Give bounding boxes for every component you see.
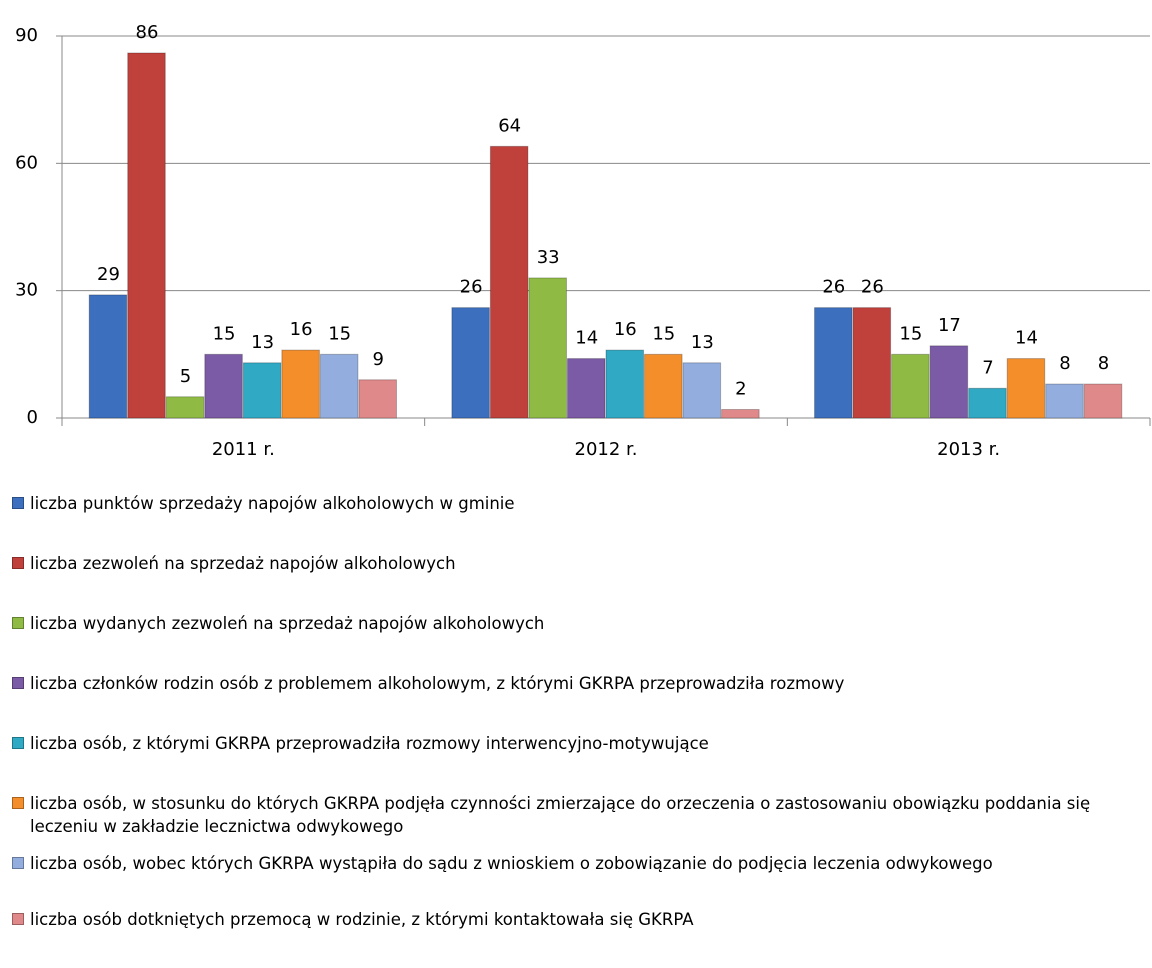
legend-item: liczba wydanych zezwoleń na sprzedaż nap… bbox=[10, 612, 1152, 672]
y-tick-label: 90 bbox=[15, 25, 38, 46]
legend-swatch bbox=[12, 557, 24, 569]
legend: liczba punktów sprzedaży napojów alkohol… bbox=[10, 492, 1152, 968]
data-label: 5 bbox=[180, 366, 191, 387]
bar bbox=[88, 294, 128, 419]
data-label: 16 bbox=[614, 319, 637, 340]
data-label: 13 bbox=[251, 332, 274, 353]
legend-label: liczba członków rodzin osób z problemem … bbox=[30, 674, 845, 693]
legend-label: liczba osób, w stosunku do których GKRPA… bbox=[30, 794, 1091, 836]
data-label: 64 bbox=[498, 115, 521, 136]
bar bbox=[644, 353, 683, 419]
data-label: 2 bbox=[735, 379, 746, 400]
bar bbox=[281, 349, 320, 419]
legend-label: liczba osób dotkniętych przemocą w rodzi… bbox=[30, 910, 694, 929]
legend-label: liczba punktów sprzedaży napojów alkohol… bbox=[30, 494, 515, 513]
legend-label: liczba zezwoleń na sprzedaż napojów alko… bbox=[30, 554, 456, 573]
data-label: 15 bbox=[328, 323, 351, 344]
legend-item: liczba zezwoleń na sprzedaż napojów alko… bbox=[10, 552, 1152, 612]
data-label: 15 bbox=[213, 323, 236, 344]
data-label: 15 bbox=[652, 323, 675, 344]
legend-item: liczba członków rodzin osób z problemem … bbox=[10, 672, 1152, 732]
data-label: 8 bbox=[1059, 353, 1070, 374]
bar bbox=[451, 307, 490, 419]
bar bbox=[929, 345, 969, 419]
bar bbox=[127, 52, 166, 419]
legend-item: liczba punktów sprzedaży napojów alkohol… bbox=[10, 492, 1152, 552]
bar bbox=[566, 358, 606, 419]
legend-item: liczba osób, w stosunku do których GKRPA… bbox=[10, 792, 1152, 852]
data-label: 16 bbox=[290, 319, 313, 340]
bar bbox=[852, 307, 892, 419]
legend-item: liczba osób dotkniętych przemocą w rodzi… bbox=[10, 908, 1152, 968]
legend-swatch bbox=[12, 737, 24, 749]
data-label: 26 bbox=[460, 277, 483, 298]
data-label: 17 bbox=[938, 315, 961, 336]
data-label: 14 bbox=[575, 328, 598, 349]
page: 0 30 60 90 2011 r. 29 86 5 15 13 16 15 9 2012 r. 26 64 3… bbox=[12, 21, 1151, 929]
x-tick-label: 2013 r. bbox=[937, 439, 1000, 460]
data-label: 8 bbox=[1098, 353, 1109, 374]
data-label: 86 bbox=[136, 22, 159, 43]
legend-swatch bbox=[12, 797, 24, 809]
bar bbox=[1006, 358, 1046, 419]
legend-label: liczba osób, wobec których GKRPA wystąpi… bbox=[30, 854, 993, 873]
data-label: 26 bbox=[861, 277, 884, 298]
bar bbox=[682, 362, 722, 419]
data-label: 33 bbox=[537, 247, 560, 268]
bar bbox=[968, 387, 1007, 419]
data-label: 26 bbox=[822, 277, 845, 298]
bar bbox=[358, 379, 397, 419]
bar bbox=[489, 145, 529, 419]
data-label: 13 bbox=[691, 332, 714, 353]
x-tick-label: 2011 r. bbox=[212, 439, 275, 460]
bar bbox=[319, 353, 359, 419]
chart: 0 30 60 90 2011 r. 29 86 5 15 13 16 15 9 2012 r. 26 64 3… bbox=[15, 22, 1151, 460]
bar bbox=[1083, 383, 1123, 419]
bar bbox=[605, 349, 645, 419]
data-label: 29 bbox=[97, 264, 120, 285]
y-tick-label: 60 bbox=[15, 152, 38, 173]
data-label: 7 bbox=[982, 357, 993, 378]
data-label: 14 bbox=[1015, 328, 1038, 349]
x-tick-label: 2012 r. bbox=[575, 439, 638, 460]
legend-item: liczba osób, z którymi GKRPA przeprowadz… bbox=[10, 732, 1152, 792]
data-label: 15 bbox=[899, 323, 922, 344]
y-tick-label: 0 bbox=[27, 407, 38, 428]
bar bbox=[165, 396, 205, 419]
legend-swatch bbox=[12, 617, 24, 629]
legend-swatch bbox=[12, 497, 24, 509]
legend-item: liczba osób, wobec których GKRPA wystąpi… bbox=[10, 852, 1152, 912]
data-label: 9 bbox=[372, 349, 383, 370]
bar bbox=[721, 409, 760, 419]
legend-label: liczba wydanych zezwoleń na sprzedaż nap… bbox=[30, 614, 545, 633]
legend-label: liczba osób, z którymi GKRPA przeprowadz… bbox=[30, 734, 709, 753]
legend-swatch bbox=[12, 913, 24, 925]
bar bbox=[891, 353, 930, 419]
bar bbox=[1045, 383, 1084, 419]
bar bbox=[528, 277, 567, 419]
y-tick-label: 30 bbox=[15, 280, 38, 301]
bar bbox=[204, 353, 243, 419]
legend-swatch bbox=[12, 677, 24, 689]
bar bbox=[814, 307, 853, 419]
bar bbox=[242, 362, 282, 419]
legend-swatch bbox=[12, 857, 24, 869]
